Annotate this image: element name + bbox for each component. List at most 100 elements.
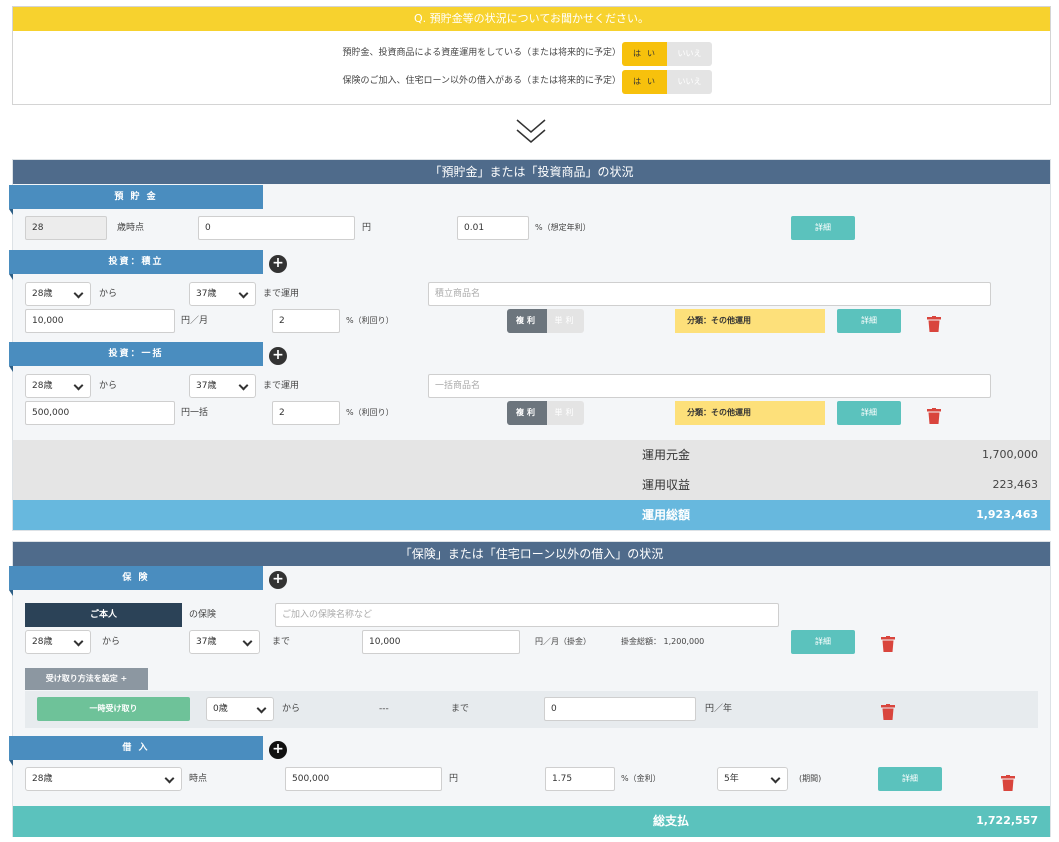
tab-installment: 投資：積立 <box>9 250 263 274</box>
from-label: から <box>282 704 301 714</box>
lump-from-age-select[interactable]: 28歳 <box>25 374 91 398</box>
assets-panel-title: 「預貯金」または「投資商品」の状況 <box>13 160 1050 184</box>
receive-type-button[interactable]: 一時受け取り <box>37 697 190 721</box>
interest-type-toggle: 複利 単利 <box>507 401 584 425</box>
add-insurance-icon[interactable]: + <box>269 571 287 589</box>
from-label: から <box>102 637 121 647</box>
savings-age-field[interactable]: 28 <box>25 216 107 240</box>
to-label: まで <box>451 704 470 714</box>
no-button[interactable]: いいえ <box>667 42 712 66</box>
total-payment-value: 1,722,557 <box>976 814 1038 827</box>
insurance-name-input[interactable]: ご加入の保険名称など <box>275 603 779 627</box>
savings-amount-input[interactable]: 0 <box>198 216 355 240</box>
total-value: 1,923,463 <box>976 508 1038 521</box>
compound-option[interactable]: 複利 <box>507 309 547 333</box>
total-payment-row: 総支払 1,722,557 <box>13 806 1050 837</box>
add-lump-sum-icon[interactable]: + <box>269 347 287 365</box>
trash-icon[interactable] <box>927 316 941 332</box>
question-header: Q. 預貯金等の状況についてお聞かせください。 <box>13 7 1050 31</box>
trash-icon[interactable] <box>881 704 895 720</box>
question-label-assets: 預貯金、投資商品による資産運用をしている（または将来的に予定） <box>342 48 621 58</box>
installment-amount-input[interactable]: 10,000 <box>25 309 175 333</box>
no-button[interactable]: いいえ <box>667 70 712 94</box>
savings-detail-button[interactable]: 詳細 <box>791 216 855 240</box>
receive-age-select[interactable]: 0歳 <box>206 697 274 721</box>
premium-input[interactable]: 10,000 <box>362 630 520 654</box>
savings-rate-input[interactable]: 0.01 <box>457 216 529 240</box>
add-installment-icon[interactable]: + <box>269 255 287 273</box>
gain-label: 運用収益 <box>642 478 691 492</box>
installment-rate-input[interactable]: 2 <box>272 309 340 333</box>
insurance-to-age-select[interactable]: 37歳 <box>189 630 260 654</box>
lump-to-age-select[interactable]: 37歳 <box>189 374 256 398</box>
insurance-detail-button[interactable]: 詳細 <box>791 630 855 654</box>
receive-unit-label: 円／年 <box>705 704 733 714</box>
yes-button[interactable]: はい <box>622 70 667 94</box>
assets-panel: 「預貯金」または「投資商品」の状況 預 貯 金 28 歳時点 0 円 0.01 … <box>9 159 1051 531</box>
yen-label: 円 <box>362 223 372 233</box>
installment-name-input[interactable]: 積立商品名 <box>428 282 991 306</box>
tab-tail <box>9 366 13 372</box>
simple-option[interactable]: 単利 <box>547 401 584 425</box>
principal-value: 1,700,000 <box>982 448 1038 461</box>
insured-person-button[interactable]: ご本人 <box>25 603 182 627</box>
amount-unit-label: 円／月 <box>181 316 209 326</box>
total-premium-label: 掛金総額： 1,200,000 <box>621 637 705 646</box>
gain-value: 223,463 <box>992 478 1039 491</box>
question-label-insurance: 保険のご加入、住宅ローン以外の借入がある（または将来的に予定） <box>342 76 621 86</box>
lump-name-input[interactable]: 一括商品名 <box>428 374 991 398</box>
premium-unit-label: 円／月（掛金） <box>535 637 591 646</box>
interest-type-toggle: 複利 単利 <box>507 309 584 333</box>
principal-label: 運用元金 <box>642 448 691 462</box>
loan-detail-button[interactable]: 詳細 <box>878 767 942 791</box>
loan-age-select[interactable]: 28歳 <box>25 767 182 791</box>
rate-suffix-label: %（金利） <box>621 774 661 783</box>
chevron-down-icon <box>516 119 546 143</box>
period-suffix-label: (期間) <box>799 774 822 783</box>
installment-to-age-select[interactable]: 37歳 <box>189 282 256 306</box>
total-payment-label: 総支払 <box>653 814 690 828</box>
question-card: Q. 預貯金等の状況についてお聞かせください。 預貯金、投資商品による資産運用を… <box>12 6 1051 105</box>
yes-button[interactable]: はい <box>622 42 667 66</box>
receive-row: 一時受け取り 0歳 から --- まで 0 円／年 <box>25 691 1038 728</box>
tab-tail <box>9 760 13 766</box>
yes-no-toggle-assets: はい いいえ <box>622 42 712 66</box>
liabilities-panel: 「保険」または「住宅ローン以外の借入」の状況 保 険 + ご本人 の保険 ご加入… <box>9 541 1051 837</box>
trash-icon[interactable] <box>1001 775 1015 791</box>
yes-no-toggle-insurance: はい いいえ <box>622 70 712 94</box>
to-label: まで <box>272 637 291 647</box>
tab-tail <box>9 590 13 596</box>
trash-icon[interactable] <box>881 636 895 652</box>
compound-option[interactable]: 複利 <box>507 401 547 425</box>
tab-lump-sum: 投資：一括 <box>9 342 263 366</box>
from-label: から <box>99 289 118 299</box>
lump-amount-input[interactable]: 500,000 <box>25 401 175 425</box>
trash-icon[interactable] <box>927 408 941 424</box>
insurance-from-age-select[interactable]: 28歳 <box>25 630 91 654</box>
category-badge[interactable]: 分類：その他運用 <box>675 309 825 333</box>
tab-insurance: 保 険 <box>9 566 263 590</box>
tab-savings: 預 貯 金 <box>9 185 263 209</box>
tab-loan: 借 入 <box>9 736 263 760</box>
to-label: まで運用 <box>263 381 300 391</box>
add-loan-icon[interactable]: + <box>269 741 287 759</box>
tab-tail <box>9 274 13 280</box>
installment-from-age-select[interactable]: 28歳 <box>25 282 91 306</box>
total-row: 運用総額 1,923,463 <box>13 500 1050 530</box>
rate-suffix-label: %（利回り） <box>346 316 394 325</box>
gain-row: 運用収益 223,463 <box>13 470 1050 500</box>
to-label: まで運用 <box>263 289 300 299</box>
receive-amount-input[interactable]: 0 <box>544 697 696 721</box>
lump-detail-button[interactable]: 詳細 <box>837 401 901 425</box>
category-badge[interactable]: 分類：その他運用 <box>675 401 825 425</box>
lump-rate-input[interactable]: 2 <box>272 401 340 425</box>
receive-setting-button[interactable]: 受け取り方法を設定 + <box>25 668 148 690</box>
loan-period-select[interactable]: 5年 <box>717 767 788 791</box>
age-suffix-label: 時点 <box>189 774 208 784</box>
insured-suffix-label: の保険 <box>189 610 217 620</box>
loan-amount-input[interactable]: 500,000 <box>285 767 442 791</box>
installment-detail-button[interactable]: 詳細 <box>837 309 901 333</box>
simple-option[interactable]: 単利 <box>547 309 584 333</box>
total-label: 運用総額 <box>642 508 691 522</box>
loan-rate-input[interactable]: 1.75 <box>545 767 615 791</box>
